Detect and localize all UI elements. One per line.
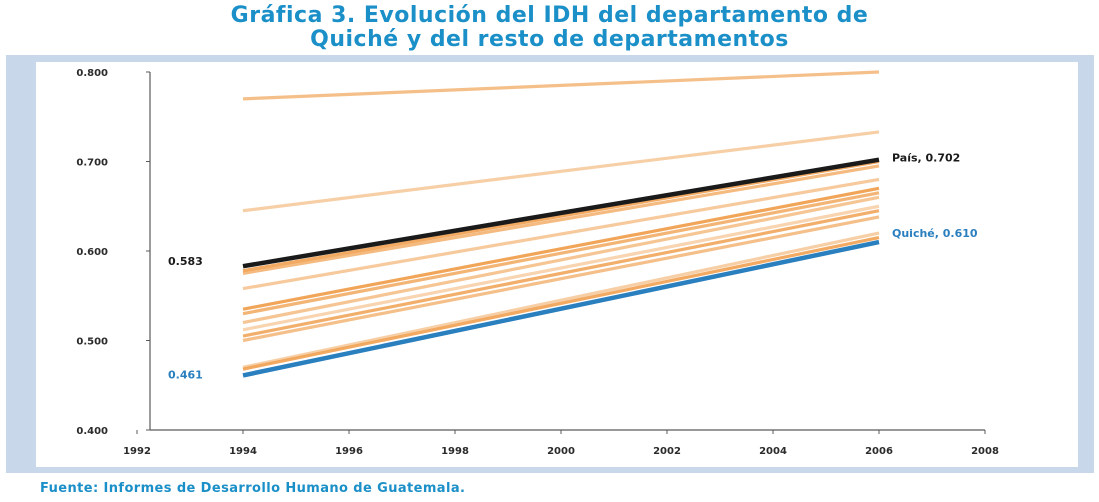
- department-series-line: [242, 231, 880, 369]
- series-group-highlight: [242, 157, 880, 378]
- department-series-line: [242, 195, 880, 325]
- annotation-quiche-end: Quiché, 0.610: [892, 227, 978, 240]
- y-tick-label: 0.700: [76, 158, 108, 169]
- x-tick-label: 2002: [653, 446, 681, 457]
- chart-title-line-2: Quiché y del resto de departamentos: [310, 27, 789, 52]
- source-note: Fuente: Informes de Desarrollo Humano de…: [40, 481, 466, 496]
- department-series-line: [242, 177, 880, 291]
- department-series-line: [242, 186, 880, 311]
- department-series-line: [242, 191, 880, 316]
- chart-title: Gráfica 3. Evolución del IDH del departa…: [0, 4, 1099, 52]
- x-tick-label: 2008: [971, 446, 999, 457]
- annotation-pais-start: 0.583: [168, 255, 203, 268]
- department-series-line: [242, 164, 880, 275]
- series-group-departments: [242, 70, 880, 371]
- chart-title-line-1: Gráfica 3. Evolución del IDH del departa…: [230, 3, 869, 28]
- department-series-line: [242, 70, 880, 101]
- department-series-line: [242, 236, 880, 371]
- y-tick-label: 0.400: [76, 426, 108, 437]
- x-tick-label: 1994: [229, 446, 257, 457]
- department-series-line: [242, 215, 880, 343]
- annotations: País, 0.702 Quiché, 0.610 0.583 0.461: [168, 152, 978, 382]
- x-tick-label: 1992: [123, 446, 151, 457]
- quiche-series-line: [242, 239, 880, 378]
- department-series-line: [242, 209, 880, 338]
- x-tick-label: 2000: [547, 446, 575, 457]
- x-tick-label: 1998: [441, 446, 469, 457]
- y-tick-label: 0.500: [76, 337, 108, 348]
- chart-panel: [36, 62, 1078, 467]
- annotation-quiche-start: 0.461: [168, 368, 203, 381]
- y-tick-label: 0.800: [76, 68, 108, 79]
- axes: 0.400 0.500 0.600 0.700 0.800 1992 1994 1996 199…: [76, 68, 999, 457]
- y-tick-label: 0.600: [76, 247, 108, 258]
- annotation-pais-end: País, 0.702: [892, 152, 960, 165]
- x-tick-label: 2004: [759, 446, 787, 457]
- department-series-line: [242, 204, 880, 332]
- x-tick-label: 2006: [865, 446, 893, 457]
- department-series-line: [242, 130, 880, 213]
- pais-series-line: [242, 157, 880, 269]
- x-tick-label: 1996: [335, 446, 363, 457]
